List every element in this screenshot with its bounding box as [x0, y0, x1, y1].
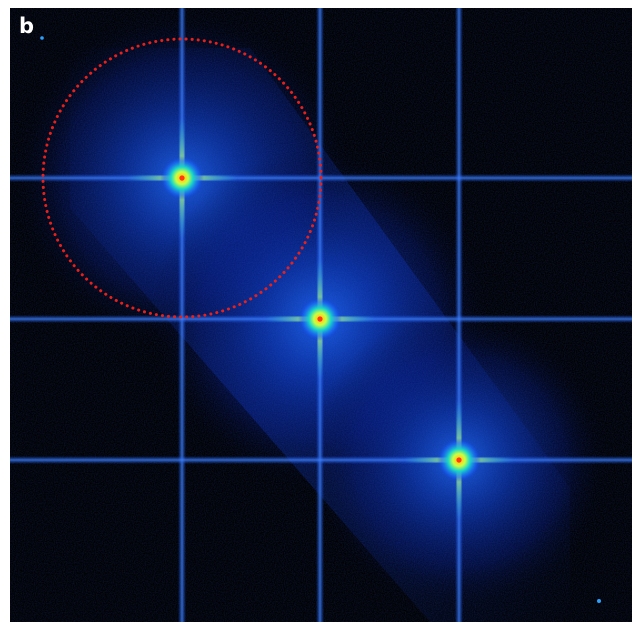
artifact-spot [40, 36, 44, 40]
artifact-spot [597, 599, 601, 603]
peak-center [317, 316, 323, 322]
diffraction-image [10, 8, 632, 622]
diffraction-pattern [10, 8, 632, 622]
peak-center [179, 175, 185, 181]
panel-label: b [19, 14, 35, 38]
peak-center [456, 457, 462, 463]
marker-circle [41, 37, 323, 319]
